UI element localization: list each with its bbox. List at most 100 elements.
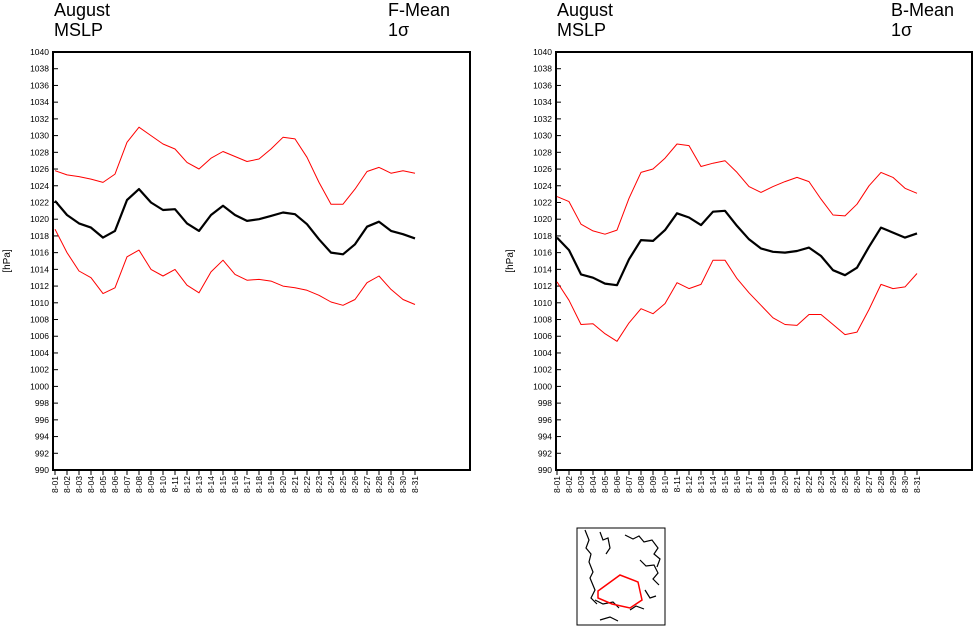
- x-tick-label: 8-06: [612, 476, 622, 493]
- x-tick-label: 8-05: [98, 476, 108, 493]
- series-line-mean: [556, 209, 918, 287]
- x-tick-label: 8-04: [588, 476, 598, 493]
- x-tick-label: 8-05: [600, 476, 610, 493]
- x-tick-label: 8-09: [648, 476, 658, 493]
- y-tick-label: 994: [538, 432, 552, 442]
- y-tick-label: 992: [35, 448, 49, 458]
- x-tick-label: 8-31: [410, 476, 420, 493]
- x-tick-label: 8-26: [852, 476, 862, 493]
- x-tick-label: 8-19: [768, 476, 778, 493]
- title-left-line: MSLP: [54, 20, 103, 40]
- y-tick-label: 996: [35, 415, 49, 425]
- y-tick-label: 1040: [30, 47, 49, 57]
- y-tick-label: 1024: [30, 181, 49, 191]
- y-tick-label: 1012: [30, 281, 49, 291]
- y-tick-label: 1036: [30, 80, 49, 90]
- series-line-mean-1sigma: [54, 228, 416, 306]
- series-line-mean: [54, 188, 416, 256]
- x-tick-label: 8-16: [732, 476, 742, 493]
- x-tick-label: 8-18: [254, 476, 264, 493]
- y-tick-label: 1016: [533, 248, 552, 258]
- x-tick-label: 8-01: [50, 476, 60, 493]
- y-tick-label: 990: [35, 465, 49, 475]
- y-tick-label: 1026: [30, 164, 49, 174]
- title-left-line: August: [557, 0, 613, 20]
- x-tick-label: 8-08: [134, 476, 144, 493]
- x-tick-label: 8-21: [792, 476, 802, 493]
- y-tick-label: 1020: [533, 214, 552, 224]
- x-tick-label: 8-25: [338, 476, 348, 493]
- x-tick-label: 8-26: [350, 476, 360, 493]
- x-tick-label: 8-30: [398, 476, 408, 493]
- x-tick-label: 8-02: [62, 476, 72, 493]
- x-tick-label: 8-11: [170, 476, 180, 493]
- y-tick-label: 1008: [533, 315, 552, 325]
- y-tick-label: 1002: [30, 365, 49, 375]
- region-map-inset: [576, 527, 666, 626]
- x-tick-label: 8-04: [86, 476, 96, 493]
- x-tick-label: 8-03: [576, 476, 586, 493]
- x-tick-label: 8-14: [206, 476, 216, 493]
- x-tick-label: 8-23: [816, 476, 826, 493]
- plot-frame: [555, 51, 973, 471]
- y-tick-label: 1028: [30, 147, 49, 157]
- y-tick-label: 1040: [533, 47, 552, 57]
- y-tick-label: 1032: [533, 114, 552, 124]
- title-right-line: B-Mean: [891, 0, 954, 20]
- title-left-line: August: [54, 0, 110, 20]
- x-tick-label: 8-24: [828, 476, 838, 493]
- x-tick-label: 8-17: [744, 476, 754, 493]
- series-line-mean-1sigma: [556, 259, 918, 342]
- y-tick-label: 1004: [533, 348, 552, 358]
- y-tick-label: 1028: [533, 147, 552, 157]
- x-tick-label: 8-19: [266, 476, 276, 493]
- y-tick-label: 998: [538, 398, 552, 408]
- x-tick-label: 8-27: [864, 476, 874, 493]
- y-tick-label: 1020: [30, 214, 49, 224]
- x-tick-label: 8-22: [804, 476, 814, 493]
- y-tick-label: 1022: [30, 197, 49, 207]
- x-tick-label: 8-01: [552, 476, 562, 493]
- x-tick-label: 8-22: [302, 476, 312, 493]
- y-tick-label: 1038: [533, 64, 552, 74]
- x-tick-label: 8-08: [636, 476, 646, 493]
- x-tick-label: 8-23: [314, 476, 324, 493]
- map-frame: [576, 527, 666, 626]
- y-tick-label: 1036: [533, 80, 552, 90]
- y-tick-label: 1026: [533, 164, 552, 174]
- x-tick-label: 8-06: [110, 476, 120, 493]
- x-tick-label: 8-02: [564, 476, 574, 493]
- y-tick-label: 1030: [533, 131, 552, 141]
- x-tick-label: 8-27: [362, 476, 372, 493]
- y-axis-label: [hPa]: [2, 249, 13, 273]
- y-tick-label: 1006: [30, 331, 49, 341]
- x-tick-label: 8-25: [840, 476, 850, 493]
- y-tick-label: 1010: [533, 298, 552, 308]
- y-tick-label: 1012: [533, 281, 552, 291]
- x-tick-label: 8-11: [672, 476, 682, 493]
- x-tick-label: 8-15: [720, 476, 730, 493]
- y-tick-label: 1008: [30, 315, 49, 325]
- title-right-line: 1σ: [891, 20, 912, 40]
- y-tick-label: 1002: [533, 365, 552, 375]
- y-tick-label: 996: [538, 415, 552, 425]
- y-tick-label: 1014: [533, 264, 552, 274]
- y-tick-label: 998: [35, 398, 49, 408]
- title-right-line: 1σ: [388, 20, 409, 40]
- x-tick-label: 8-07: [122, 476, 132, 493]
- x-tick-label: 8-24: [326, 476, 336, 493]
- x-tick-label: 8-07: [624, 476, 634, 493]
- y-tick-label: 1018: [30, 231, 49, 241]
- x-tick-label: 8-13: [696, 476, 706, 493]
- y-tick-label: 1010: [30, 298, 49, 308]
- y-tick-label: 1004: [30, 348, 49, 358]
- y-tick-label: 992: [538, 448, 552, 458]
- y-tick-label: 1030: [30, 131, 49, 141]
- y-tick-label: 1034: [533, 97, 552, 107]
- y-axis-label: [hPa]: [505, 249, 516, 273]
- x-tick-label: 8-30: [900, 476, 910, 493]
- y-tick-label: 990: [538, 465, 552, 475]
- plot-frame: [52, 51, 471, 471]
